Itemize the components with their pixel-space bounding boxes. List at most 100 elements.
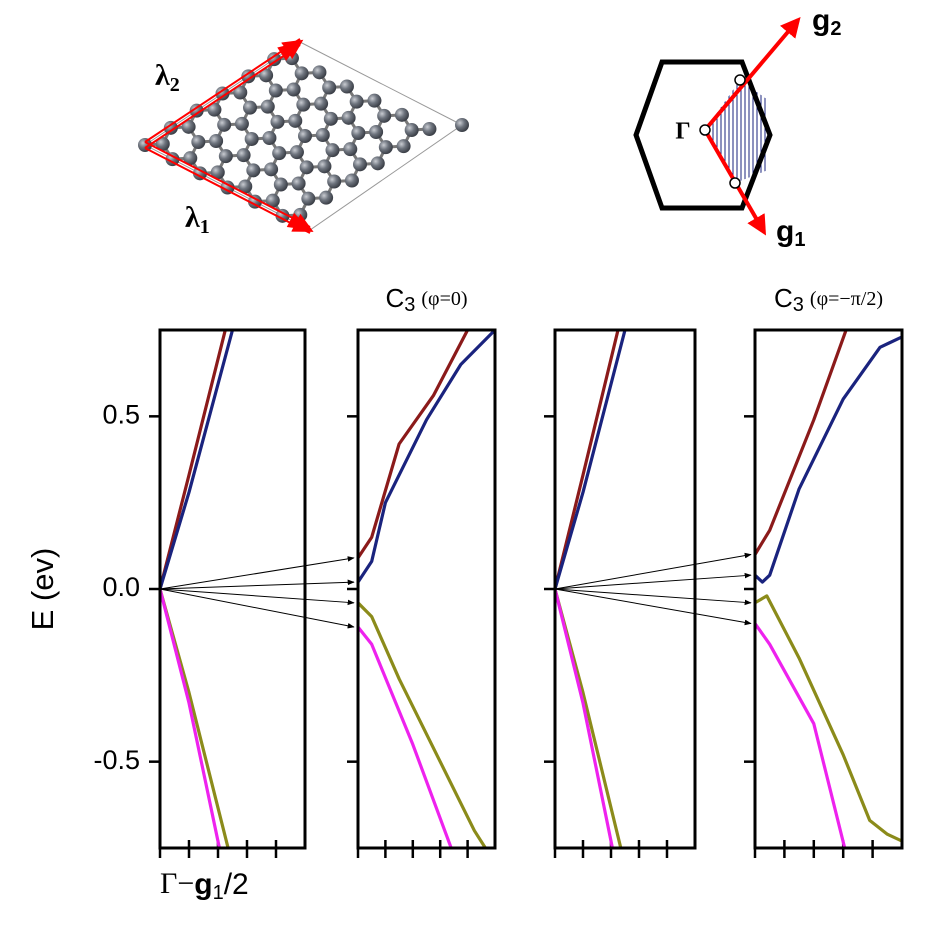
band-line: [358, 626, 453, 848]
y-axis-label: E (ev): [25, 548, 60, 631]
lattice-vector: [144, 147, 311, 234]
band-line: [358, 330, 495, 583]
y-tick-label: -0.5: [93, 745, 140, 775]
atom: [165, 152, 180, 167]
band-line: [160, 588, 221, 848]
x-label-pre: Γ−: [160, 867, 194, 900]
atom: [267, 52, 282, 67]
title-sub: 3: [793, 294, 804, 316]
atom: [260, 99, 275, 114]
plot-frame: [753, 328, 904, 850]
connector-arrow: [159, 556, 355, 590]
label-symbol: g: [776, 215, 794, 248]
atom: [314, 96, 329, 111]
atom: [243, 100, 257, 115]
panel-title: C3 (φ=−π/2): [774, 283, 883, 316]
lattice-vector: [144, 141, 311, 228]
label-sub: 2: [170, 74, 180, 96]
label-symbol: λ: [185, 201, 200, 234]
atom: [296, 97, 311, 112]
connector-arrow: [554, 552, 752, 590]
atom: [319, 190, 334, 205]
band-line: [555, 330, 627, 590]
plot-area: [160, 330, 235, 848]
atom: [244, 132, 259, 146]
lattice-vector: [144, 44, 301, 149]
label-sub: 1: [200, 216, 210, 238]
atom: [163, 120, 178, 135]
atom: [349, 94, 364, 109]
plots: 0.50.0-0.5E (ev)Γ−g1/2C3 (φ=0) C3 (φ=−π/2): [25, 283, 904, 904]
band-line: [160, 330, 227, 590]
atom: [377, 108, 392, 123]
band-line: [358, 601, 487, 848]
connector-arrow: [159, 579, 355, 590]
atom: [183, 151, 198, 166]
atom: [455, 118, 469, 132]
atom: [215, 86, 230, 101]
band-line: [555, 330, 620, 590]
label-symbol: λ: [155, 59, 170, 92]
atom: [236, 148, 251, 163]
band-line: [755, 330, 848, 556]
brillouin-zone: Γ g2 g1: [633, 4, 841, 251]
y-tick-label: 0.5: [102, 399, 140, 429]
title-note: (φ=−π/2): [810, 288, 883, 310]
atom: [265, 193, 280, 208]
zone-point: [729, 177, 741, 189]
atom: [262, 131, 277, 145]
atom: [323, 111, 338, 126]
plot-frame: [356, 328, 497, 850]
atom: [396, 139, 411, 154]
atom: [246, 163, 261, 178]
atom: [191, 135, 206, 149]
atom: [259, 68, 274, 83]
zone-point: [734, 74, 746, 86]
y-tick-label: 0.0: [102, 572, 140, 602]
band-line: [555, 588, 614, 848]
atom: [155, 137, 170, 151]
atom: [339, 79, 354, 94]
band-line: [755, 622, 847, 848]
x-label-sub: 1: [213, 882, 224, 904]
connector-arrow: [554, 588, 752, 606]
graphene-flake: [138, 38, 469, 234]
atom: [288, 113, 303, 128]
atom: [294, 66, 309, 81]
atom: [268, 83, 283, 98]
g1-label: g1: [776, 215, 805, 251]
plot-frame: [553, 328, 697, 850]
atom: [325, 143, 340, 158]
atom: [207, 102, 222, 117]
gamma-point: [699, 124, 711, 136]
g2-vector: [703, 16, 801, 132]
atom: [275, 208, 290, 223]
atom: [327, 174, 342, 189]
plot-area: [555, 330, 627, 848]
atom: [238, 179, 253, 194]
atom: [138, 138, 152, 152]
atom: [181, 119, 196, 134]
atom: [289, 145, 304, 160]
atom: [291, 176, 306, 191]
plot-area: [755, 330, 902, 848]
plot-frame: [158, 328, 307, 850]
lattice-arrowhead: [277, 42, 300, 61]
atom: [370, 156, 385, 171]
band-line: [755, 335, 902, 584]
atom: [189, 103, 204, 118]
label-symbol: g: [812, 4, 830, 37]
atom: [422, 122, 437, 136]
panel-title: C3 (φ=0): [385, 283, 467, 316]
hexagon: [633, 59, 773, 211]
lattice-vector: [144, 38, 301, 143]
atom: [312, 65, 327, 80]
atom: [367, 93, 382, 108]
connector-arrow: [159, 588, 355, 629]
atom: [286, 82, 301, 97]
x-axis-label: Γ−g1/2: [160, 867, 249, 904]
connector-arrow: [159, 588, 355, 606]
atom: [241, 69, 256, 84]
atom: [301, 191, 316, 206]
